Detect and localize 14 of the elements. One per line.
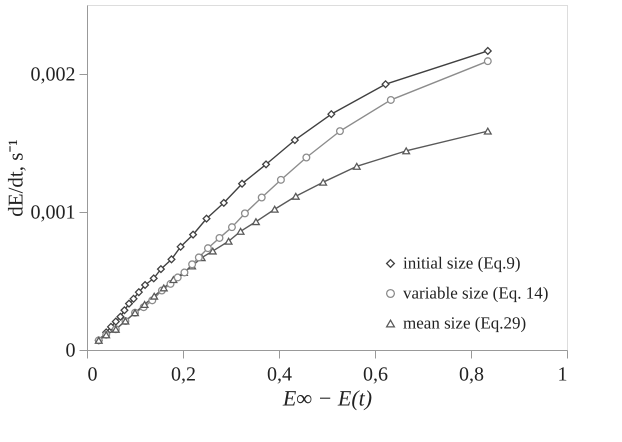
legend-label: variable size (Eq. 14)	[403, 284, 548, 302]
legend-label: mean size (Eq.29)	[403, 314, 526, 332]
y-tick-label: 0,001	[30, 202, 76, 224]
y-axis-title: dE/dt, s⁻¹	[4, 139, 28, 217]
x-tick-label: 0,4	[267, 364, 292, 386]
y-tick-label: 0	[66, 340, 76, 362]
y-tick-label: 0,002	[30, 64, 76, 86]
legend-label: initial size (Eq.9)	[403, 254, 521, 272]
x-tick-label: 1	[558, 364, 568, 386]
x-axis-title: E∞ − E(t)	[282, 386, 372, 410]
x-tick-label: 0,8	[459, 364, 484, 386]
x-tick-label: 0	[88, 364, 98, 386]
x-tick-label: 0,6	[363, 364, 388, 386]
x-tick-label: 0,2	[171, 364, 196, 386]
